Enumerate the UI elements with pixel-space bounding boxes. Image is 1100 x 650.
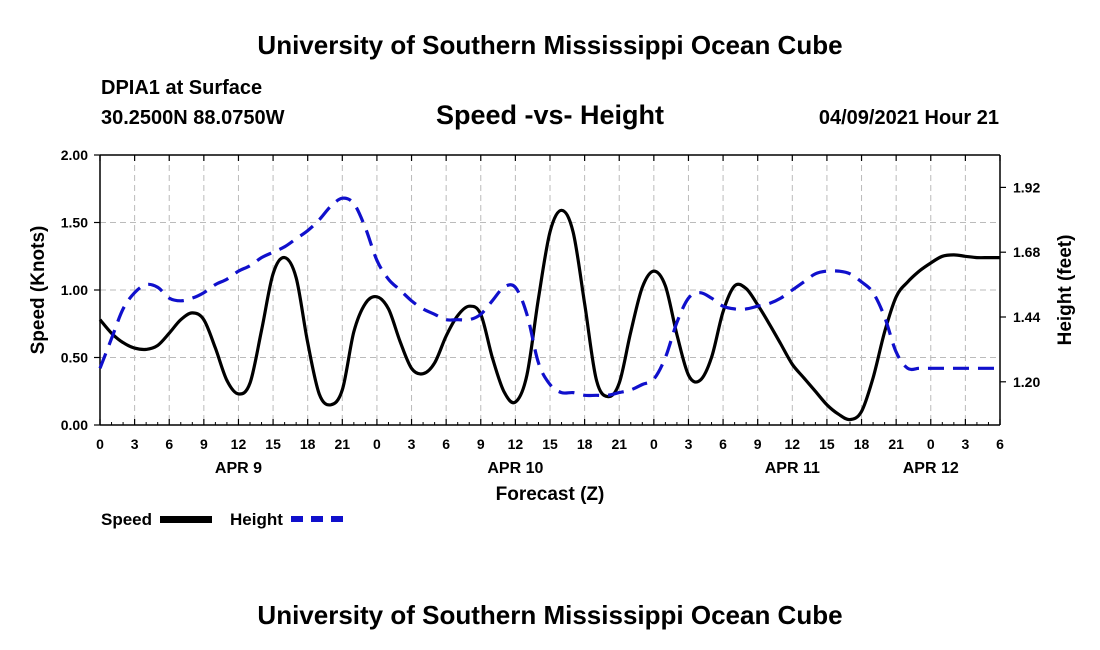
day-label: APR 11 bbox=[765, 460, 820, 477]
y-axis-label: Speed (Knots) bbox=[28, 226, 49, 355]
top-title: University of Southern Mississippi Ocean… bbox=[257, 30, 843, 60]
x-tick-label: 15 bbox=[265, 436, 281, 452]
x-tick-label: 9 bbox=[477, 436, 485, 452]
x-tick-label: 6 bbox=[719, 436, 727, 452]
y2-tick-label: 1.44 bbox=[1013, 309, 1040, 325]
x-tick-label: 9 bbox=[200, 436, 208, 452]
location-label: 30.2500N 88.0750W bbox=[101, 107, 285, 129]
legend-height-label: Height bbox=[230, 510, 283, 529]
y2-tick-label: 1.68 bbox=[1013, 244, 1040, 260]
legend-height-swatch bbox=[291, 516, 343, 522]
x-tick-label: 0 bbox=[96, 436, 104, 452]
y-tick-label: 1.50 bbox=[61, 215, 88, 231]
x-tick-label: 15 bbox=[819, 436, 835, 452]
y2-axis-label: Height (feet) bbox=[1055, 235, 1076, 346]
x-tick-label: 0 bbox=[927, 436, 935, 452]
y2-tick-label: 1.92 bbox=[1013, 179, 1040, 195]
x-tick-label: 3 bbox=[961, 436, 969, 452]
x-tick-label: 21 bbox=[611, 436, 627, 452]
x-tick-label: 21 bbox=[335, 436, 351, 452]
y-tick-label: 1.00 bbox=[61, 282, 88, 298]
x-tick-label: 18 bbox=[577, 436, 593, 452]
x-tick-label: 21 bbox=[888, 436, 904, 452]
station-label: DPIA1 at Surface bbox=[101, 77, 263, 99]
x-tick-label: 3 bbox=[131, 436, 139, 452]
chart-title: Speed -vs- Height bbox=[435, 100, 665, 130]
y-tick-label: 2.00 bbox=[61, 147, 88, 163]
x-tick-label: 18 bbox=[300, 436, 316, 452]
x-tick-label: 12 bbox=[231, 436, 247, 452]
x-tick-label: 0 bbox=[373, 436, 381, 452]
timestamp-label: 04/09/2021 Hour 21 bbox=[818, 107, 999, 129]
day-label: APR 9 bbox=[215, 460, 262, 477]
x-tick-label: 9 bbox=[754, 436, 762, 452]
x-tick-label: 6 bbox=[442, 436, 450, 452]
bottom-title: University of Southern Mississippi Ocean… bbox=[257, 600, 843, 630]
y-tick-label: 0.50 bbox=[61, 350, 88, 366]
x-tick-label: 18 bbox=[854, 436, 870, 452]
x-tick-label: 3 bbox=[685, 436, 693, 452]
x-axis-label: Forecast (Z) bbox=[496, 484, 605, 505]
y2-tick-label: 1.20 bbox=[1013, 374, 1040, 390]
x-tick-label: 6 bbox=[165, 436, 173, 452]
x-tick-label: 15 bbox=[542, 436, 558, 452]
x-tick-label: 0 bbox=[650, 436, 658, 452]
speed-series-line bbox=[98, 208, 1000, 422]
x-tick-label: 12 bbox=[508, 436, 524, 452]
x-tick-label: 6 bbox=[996, 436, 1004, 452]
legend-speed-label: Speed bbox=[101, 510, 153, 529]
legend-speed-swatch bbox=[160, 516, 212, 523]
day-label: APR 10 bbox=[487, 460, 543, 477]
day-label: APR 12 bbox=[903, 460, 959, 477]
x-tick-label: 3 bbox=[408, 436, 416, 452]
y-tick-label: 0.00 bbox=[61, 417, 88, 433]
height-series-line bbox=[98, 196, 1000, 398]
x-tick-label: 12 bbox=[785, 436, 801, 452]
